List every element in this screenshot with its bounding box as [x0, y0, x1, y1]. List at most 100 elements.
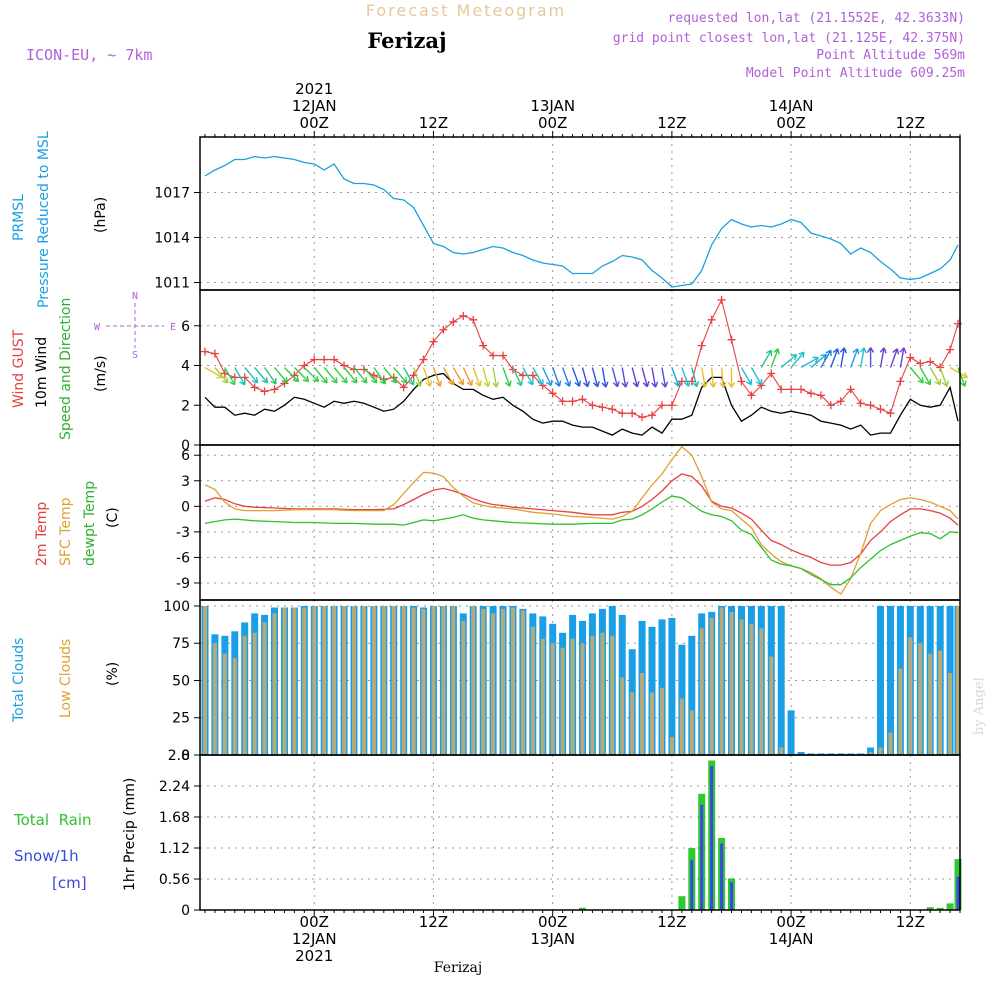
plot-area: 1011101410170246-9-6-3036025507510000.56…	[154, 80, 969, 965]
wind-arrow	[957, 367, 967, 387]
rain-bar	[946, 903, 954, 910]
wind-label-unit: (m/s)	[93, 355, 109, 392]
total-cloud-bar	[658, 619, 666, 755]
precip-labels: Total Rain Snow/1h [cm] 1hr Precip (mm)	[13, 778, 138, 892]
top-time-label: 2021	[295, 80, 333, 98]
wind-arrow	[234, 367, 246, 386]
low-cloud-bar	[550, 643, 555, 755]
wind-arrow	[621, 367, 629, 388]
low-cloud-bar	[232, 658, 237, 755]
wind-arrow	[492, 367, 500, 388]
low-cloud-bar	[570, 638, 575, 756]
footer-location: Ferizaj	[434, 960, 482, 976]
gust-point	[578, 395, 587, 404]
snow-bar	[690, 860, 694, 910]
gust-point	[469, 315, 478, 324]
wind-arrow	[472, 367, 482, 387]
pressure-label-msl: Pressure Reduced to MSL	[36, 131, 52, 308]
gust-point	[548, 389, 557, 398]
wind-arrow	[929, 367, 941, 386]
top-time-label: 13JAN	[530, 97, 575, 115]
rain-bar	[678, 896, 686, 910]
temp-2m-line	[204, 473, 959, 566]
gust-point	[856, 399, 865, 408]
gust-point	[727, 335, 736, 344]
gust-point	[260, 387, 269, 396]
wind-arrow	[866, 347, 875, 368]
low-cloud-bar	[918, 643, 923, 755]
top-time-label: 12Z	[896, 114, 925, 132]
gust-point	[439, 325, 448, 334]
low-cloud-bar	[411, 607, 416, 755]
wind-arrow	[949, 366, 969, 379]
bottom-time-label: 00Z	[300, 913, 329, 931]
gust-point	[886, 409, 895, 418]
wind-arrow	[442, 367, 455, 386]
gust-point	[826, 401, 835, 410]
wind-arrow	[740, 367, 753, 386]
low-cloud-bar	[540, 638, 545, 756]
wind-arrow	[581, 367, 590, 388]
wind-arrow	[651, 367, 659, 388]
snow-bar	[730, 882, 733, 910]
precip-ytick-label: 0.56	[159, 872, 190, 888]
wind-speed-line	[204, 372, 959, 436]
wind-arrow	[800, 356, 820, 369]
compass-e: E	[170, 322, 176, 333]
low-cloud-bar	[252, 632, 257, 755]
low-cloud-bar	[660, 687, 664, 755]
gust-point	[419, 355, 428, 364]
precip-ytick-label: 1.68	[159, 810, 190, 826]
gust-point	[667, 401, 676, 410]
low-cloud-bar	[342, 606, 347, 755]
low-cloud-bar	[312, 606, 317, 755]
wind-arrow	[727, 367, 736, 388]
top-time-label: 14JAN	[769, 97, 814, 115]
gust-point	[349, 365, 358, 374]
top-time-label: 00Z	[300, 114, 329, 132]
wind-arrow	[760, 349, 773, 368]
pressure-axes: 1011 1014 1017	[154, 137, 960, 292]
model-label: ICON-EU, ~ 7km	[26, 46, 152, 64]
top-time-label: 12JAN	[292, 97, 337, 115]
low-cloud-bar	[888, 732, 893, 755]
model-altitude: Model Point Altitude 609.25m	[746, 66, 965, 81]
low-cloud-bar	[669, 737, 674, 755]
low-cloud-bar	[401, 606, 406, 755]
precip-label-rain: Total Rain	[13, 811, 92, 829]
gust-point	[250, 383, 259, 392]
low-cloud-bar	[222, 653, 227, 755]
temperature-ytick-label: 3	[181, 474, 190, 490]
gust-point	[638, 413, 647, 422]
precip-label-snow: Snow/1h	[14, 847, 79, 865]
bottom-time-label: 12Z	[419, 913, 448, 931]
compass-n: N	[132, 291, 138, 302]
low-cloud-bar	[878, 747, 883, 755]
gust-point	[846, 385, 855, 394]
wind-labels: Wind GUST 10m Wind Speed and Direction (…	[11, 291, 176, 440]
rain-bar	[926, 907, 934, 910]
low-cloud-bar	[322, 606, 327, 755]
low-cloud-bar	[511, 607, 515, 755]
wind-arrow	[244, 367, 259, 384]
low-cloud-bar	[600, 632, 605, 755]
low-cloud-bar	[242, 635, 247, 755]
total-cloud-bar	[668, 617, 676, 755]
wind-arrow	[611, 367, 620, 388]
gust-point	[568, 397, 577, 406]
compass-rose: N W E S	[94, 291, 176, 361]
low-cloud-bar	[451, 606, 456, 755]
wind-arrow	[830, 348, 840, 368]
low-cloud-bar	[302, 607, 307, 755]
gust-point	[489, 351, 498, 360]
wind-arrow	[700, 367, 708, 388]
wind-arrow	[591, 367, 600, 388]
low-cloud-bar	[481, 608, 486, 755]
gust-point	[896, 377, 905, 386]
precip-axes: 0 0.56 1.12 1.68 2.24 2.8	[159, 748, 960, 919]
gust-point	[806, 389, 815, 398]
pressure-ytick-label: 1011	[154, 276, 190, 292]
temp-sfc-line	[204, 445, 959, 595]
low-cloud-bar	[381, 606, 386, 755]
wind-arrow	[542, 367, 553, 387]
